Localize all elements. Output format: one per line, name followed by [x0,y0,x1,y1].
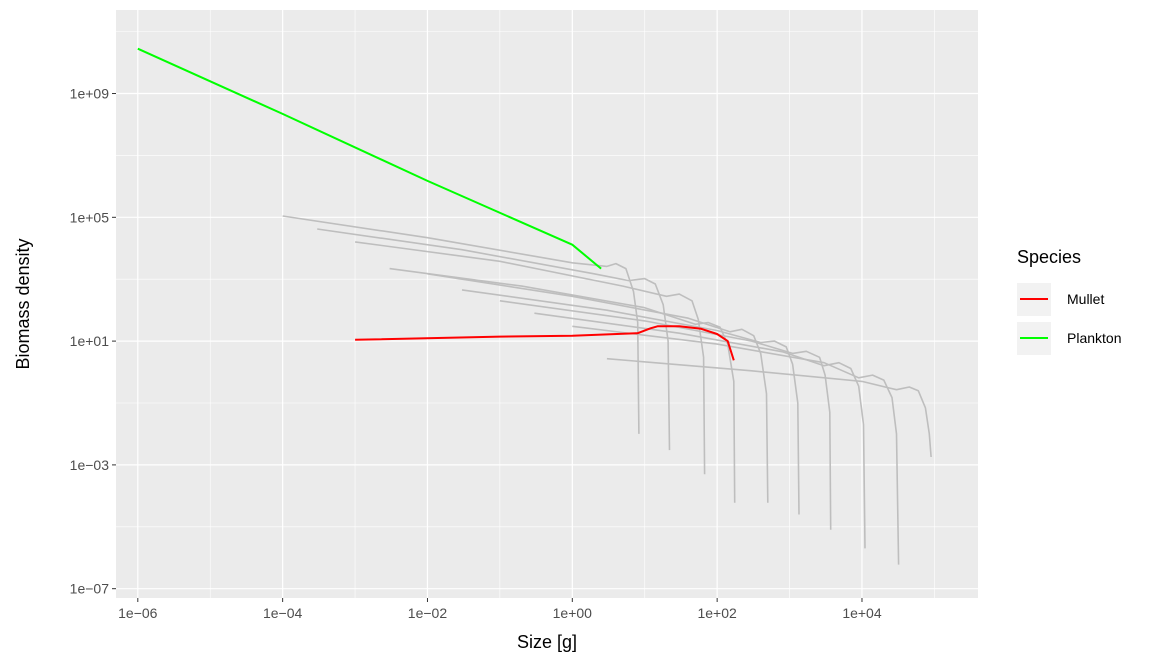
x-tick-label: 1e−04 [263,605,303,621]
series-line-background [499,300,832,530]
y-tick-label: 1e+09 [70,86,110,102]
x-tick-label: 1e+04 [842,605,882,621]
x-tick-label: 1e−02 [408,605,448,621]
y-tick-label: 1e+01 [70,333,110,349]
series-line-background [606,357,932,458]
series-line-background [427,273,769,503]
series-line-background [282,215,640,434]
x-tick-label: 1e−06 [118,605,158,621]
x-tick-label: 1e+02 [697,605,737,621]
series-line-background [534,312,866,549]
series-line-background [354,241,706,475]
legend-label-plankton: Plankton [1067,330,1121,346]
series-line-background [317,228,671,451]
legend-label-mullet: Mullet [1067,291,1104,307]
grid-minor [116,10,978,598]
series-line-plankton [137,47,602,270]
series-layer [137,47,932,565]
legend: Species Mullet Plankton [1017,247,1121,355]
x-axis: 1e−06 1e−04 1e−02 1e+00 1e+02 1e+04 [118,598,882,621]
series-line-mullet [355,325,735,361]
y-axis: 1e−07 1e−03 1e+01 1e+05 1e+09 [70,86,116,597]
legend-title: Species [1017,247,1081,267]
y-tick-label: 1e−07 [70,581,110,597]
series-line-background [461,289,800,515]
plot-panel [116,10,978,598]
series-line-background [572,325,900,565]
y-axis-title: Biomass density [13,238,33,369]
grid-major [116,10,978,598]
y-tick-label: 1e−03 [70,457,110,473]
x-tick-label: 1e+00 [553,605,593,621]
x-axis-title: Size [g] [517,632,577,652]
legend-item-plankton: Plankton [1017,322,1121,355]
y-tick-label: 1e+05 [70,209,110,225]
legend-item-mullet: Mullet [1017,283,1104,316]
